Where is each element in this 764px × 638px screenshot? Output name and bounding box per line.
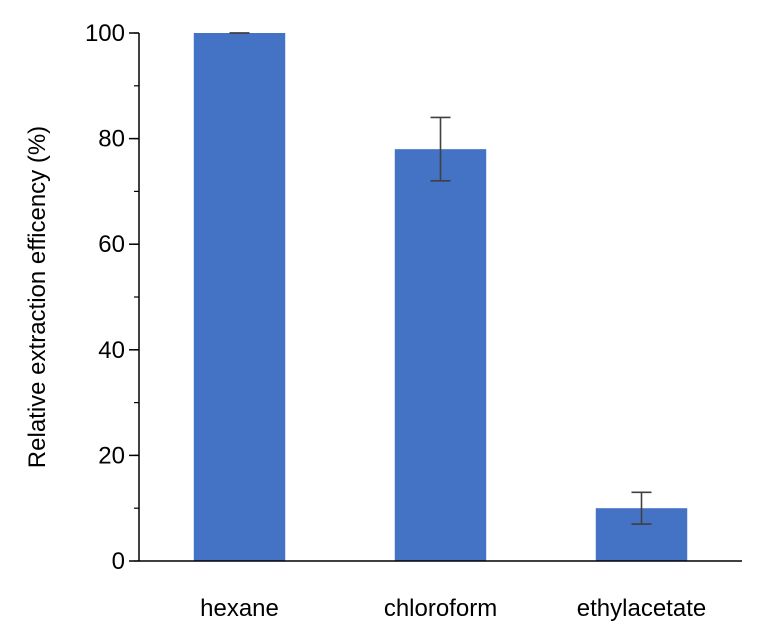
x-tick-label-ethylacetate: ethylacetate — [577, 595, 706, 622]
x-tick-label-chloroform: chloroform — [384, 595, 497, 622]
y-axis-title: Relative extraction efficency (%) — [24, 126, 51, 468]
y-tick-label: 40 — [98, 337, 125, 364]
plot-area: hexane chloroform ethylacetate 0 20 40 60 80 100 — [85, 20, 742, 622]
x-tick-label-hexane: hexane — [200, 595, 279, 622]
bar-hexane — [193, 33, 286, 561]
y-tick-label: 0 — [112, 548, 125, 575]
error-bar-chloroform — [430, 116, 451, 182]
y-tick-label: 80 — [98, 126, 125, 153]
y-tick-label: 20 — [98, 442, 125, 469]
y-tick-label: 100 — [85, 20, 125, 47]
bar-chloroform — [394, 149, 487, 561]
y-tick-label: 60 — [98, 231, 125, 258]
error-bar-ethylacetate — [631, 491, 652, 525]
